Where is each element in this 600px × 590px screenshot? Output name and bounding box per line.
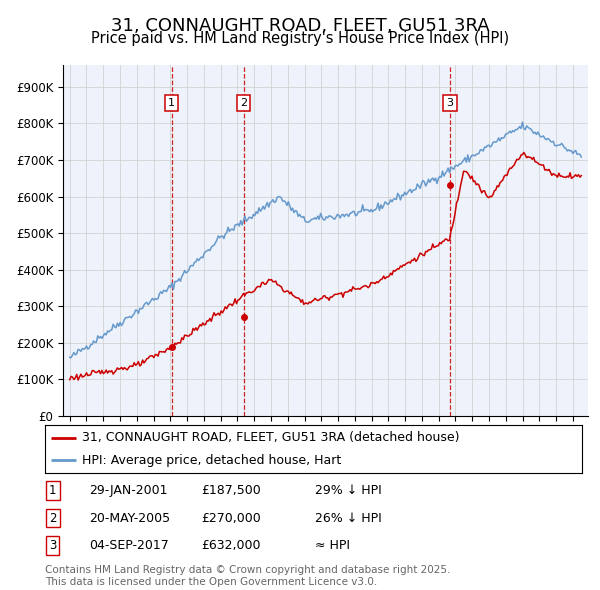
Text: 29-JAN-2001: 29-JAN-2001 (89, 484, 167, 497)
Text: £632,000: £632,000 (201, 539, 260, 552)
Text: 31, CONNAUGHT ROAD, FLEET, GU51 3RA: 31, CONNAUGHT ROAD, FLEET, GU51 3RA (110, 17, 490, 35)
Text: 1: 1 (168, 99, 175, 109)
Text: £270,000: £270,000 (201, 512, 261, 525)
Text: 3: 3 (49, 539, 56, 552)
Text: £187,500: £187,500 (201, 484, 261, 497)
Text: ≈ HPI: ≈ HPI (315, 539, 350, 552)
Text: 3: 3 (446, 99, 454, 109)
Text: 26% ↓ HPI: 26% ↓ HPI (315, 512, 382, 525)
Text: 04-SEP-2017: 04-SEP-2017 (89, 539, 169, 552)
Text: HPI: Average price, detached house, Hart: HPI: Average price, detached house, Hart (82, 454, 341, 467)
Text: 31, CONNAUGHT ROAD, FLEET, GU51 3RA (detached house): 31, CONNAUGHT ROAD, FLEET, GU51 3RA (det… (82, 431, 459, 444)
Text: 2: 2 (49, 512, 56, 525)
Text: 2: 2 (240, 99, 247, 109)
Text: 29% ↓ HPI: 29% ↓ HPI (315, 484, 382, 497)
Text: Price paid vs. HM Land Registry's House Price Index (HPI): Price paid vs. HM Land Registry's House … (91, 31, 509, 46)
Text: Contains HM Land Registry data © Crown copyright and database right 2025.
This d: Contains HM Land Registry data © Crown c… (45, 565, 451, 587)
Text: 20-MAY-2005: 20-MAY-2005 (89, 512, 170, 525)
Text: 1: 1 (49, 484, 56, 497)
